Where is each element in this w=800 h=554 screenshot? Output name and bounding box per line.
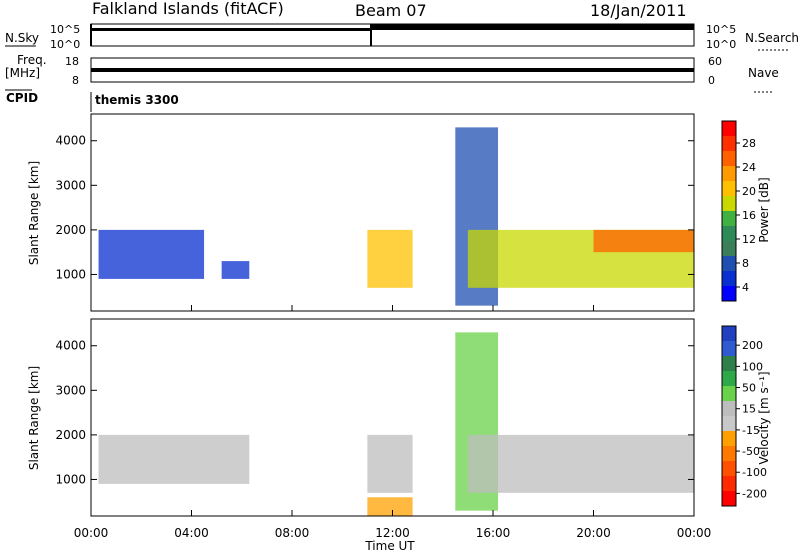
power-panel: 4000 3000 2000 1000 Slant Range [km] 28 24 20… (27, 113, 771, 312)
heatmap-region (221, 261, 250, 279)
y-tick-label: 3000 (55, 178, 86, 192)
nsearch-tick-bottom: 10^0 (706, 38, 736, 51)
heatmap-region (593, 229, 694, 253)
colorbar-frame (721, 325, 737, 507)
beam-title: Beam 07 (355, 1, 427, 20)
colorbar-swatch (722, 226, 736, 242)
colorbar-tick-label: 200 (742, 339, 763, 352)
heatmap-region (367, 229, 413, 288)
colorbar-swatch (722, 286, 736, 302)
y-tick-label: 3000 (55, 383, 86, 397)
velocity-colorbar: 200 100 50 15 -15 -50 -100 -200 (721, 325, 767, 507)
colorbar-tick-label: 24 (742, 161, 756, 174)
power-yaxis: 4000 3000 2000 1000 (55, 134, 694, 281)
colorbar-swatch (722, 341, 736, 357)
colorbar-tick-label: -50 (742, 445, 760, 458)
velocity-ylabel: Slant Range [km] (27, 366, 41, 470)
x-tick-label: 00:00 (74, 526, 109, 540)
x-tick-label: 04:00 (174, 526, 209, 540)
x-tick-label: 00:00 (677, 526, 712, 540)
heatmap-region (467, 434, 694, 493)
power-colorbar-label: Power [dB] (757, 177, 771, 242)
cpid-label: CPID (6, 91, 38, 105)
velocity-colorbar-label: Velocity [m s⁻¹] (757, 371, 771, 464)
nsearch-tick-top: 10^5 (706, 23, 736, 36)
colorbar-swatch (722, 476, 736, 492)
colorbar-tick-label: -15 (742, 424, 760, 437)
colorbar-tick-label: 50 (742, 382, 756, 395)
colorbar-swatch (722, 416, 736, 432)
colorbar-swatch (722, 181, 736, 197)
colorbar-tick-label: 15 (742, 403, 756, 416)
heatmap-region (367, 434, 413, 493)
x-axis-title: Time UT (364, 539, 415, 553)
frequency-panel: Freq. [MHz] 18 8 Nave 60 0 (5, 53, 779, 93)
colorbar-swatch (722, 371, 736, 387)
colorbar-tick-label: 8 (742, 257, 749, 270)
nsky-label: N.Sky (5, 31, 39, 45)
colorbar-swatch (722, 166, 736, 182)
velocity-heatmap (98, 332, 694, 516)
colorbar-swatch (722, 121, 736, 137)
colorbar-swatch (722, 136, 736, 152)
nave-label: Nave (748, 66, 779, 80)
colorbar-tick-label: -200 (742, 487, 767, 500)
velocity-yaxis: 4000 3000 2000 1000 (55, 339, 694, 486)
colorbar-tick-label: 16 (742, 209, 756, 222)
colorbar-swatch (722, 241, 736, 257)
nave-tick-bottom: 0 (708, 74, 715, 87)
colorbar-swatch (722, 271, 736, 287)
colorbar-swatch (722, 386, 736, 402)
power-ylabel: Slant Range [km] (27, 161, 41, 265)
y-tick-label: 2000 (55, 223, 86, 237)
colorbar-frame (721, 120, 737, 302)
heatmap-region (98, 229, 205, 279)
time-axis: 00:00 04:00 08:00 12:00 16:00 20:00 00:00 (74, 305, 712, 540)
colorbar-swatch (722, 356, 736, 372)
colorbar-swatch (722, 211, 736, 227)
colorbar-tick-label: 12 (742, 233, 756, 246)
colorbar-swatch (722, 151, 736, 167)
nsky-tick-top: 10^5 (50, 23, 80, 36)
colorbar-tick-label: 4 (742, 281, 749, 294)
x-tick-label: 08:00 (275, 526, 310, 540)
x-tick-label: 20:00 (576, 526, 611, 540)
power-heatmap (98, 127, 694, 306)
y-tick-label: 4000 (55, 134, 86, 148)
x-tick-label: 12:00 (375, 526, 410, 540)
colorbar-tick-label: 28 (742, 137, 756, 150)
heatmap-region (367, 497, 413, 516)
cpid-value: themis 3300 (95, 93, 179, 107)
freq-label-line2: [MHz] (5, 66, 40, 80)
y-tick-label: 1000 (55, 267, 86, 281)
velocity-panel: 4000 3000 2000 1000 Slant Range [km] 200 100… (27, 318, 771, 517)
heatmap-region (98, 434, 250, 484)
x-tick-label: 16:00 (476, 526, 511, 540)
power-colorbar: 28 24 20 16 12 8 4 (721, 120, 756, 302)
colorbar-swatch (722, 446, 736, 462)
colorbar-swatch (722, 431, 736, 447)
colorbar-swatch (722, 491, 736, 507)
freq-tick-bottom: 8 (72, 74, 79, 87)
nsky-tick-bottom: 10^0 (50, 38, 80, 51)
y-tick-label: 1000 (55, 472, 86, 486)
colorbar-tick-label: 100 (742, 360, 763, 373)
colorbar-swatch (722, 461, 736, 477)
colorbar-swatch (722, 401, 736, 417)
colorbar-tick-label: 20 (742, 185, 756, 198)
y-tick-label: 2000 (55, 428, 86, 442)
y-tick-label: 4000 (55, 339, 86, 353)
colorbar-swatch (722, 326, 736, 342)
noise-panel: N.Sky 10^5 10^0 N.Search 10^5 10^0 (5, 23, 799, 51)
colorbar-swatch (722, 256, 736, 272)
colorbar-swatch (722, 196, 736, 212)
station-title: Falkland Islands (fitACF) (92, 0, 284, 18)
nsearch-label: N.Search (745, 31, 799, 45)
freq-label-line1: Freq. (17, 53, 47, 67)
colorbar-tick-label: -100 (742, 466, 767, 479)
date-title: 18/Jan/2011 (590, 1, 687, 20)
freq-tick-top: 18 (65, 55, 79, 68)
nave-tick-top: 60 (708, 55, 722, 68)
